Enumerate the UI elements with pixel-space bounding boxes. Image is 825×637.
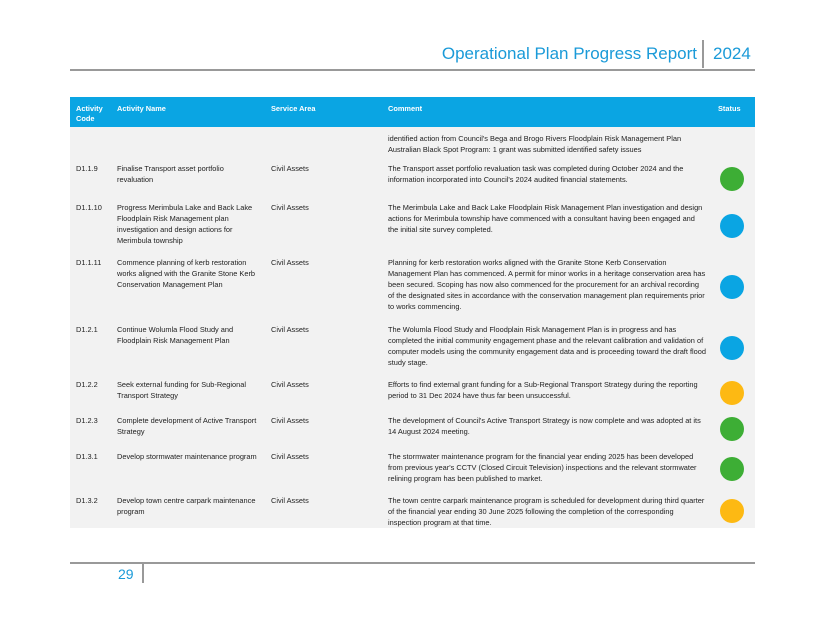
cell-area: Civil Assets	[265, 409, 382, 445]
cell-comment: Planning for kerb restoration works alig…	[382, 251, 712, 318]
cell-comment: The stormwater maintenance program for t…	[382, 445, 712, 489]
header-row: Activity Code Activity Name Service Area Co…	[70, 97, 755, 127]
cell-area: Civil Assets	[265, 445, 382, 489]
report-title: Operational Plan Progress Report	[441, 44, 697, 63]
cell-status	[712, 318, 755, 373]
cell-name: Develop town centre carpark maintenance …	[111, 489, 265, 528]
cell-status	[712, 127, 755, 157]
cell-code: D1.2.3	[70, 409, 111, 445]
cell-area: Civil Assets	[265, 373, 382, 409]
cell-code: D1.1.9	[70, 157, 111, 196]
footer-rule	[70, 562, 755, 564]
column-header: Activity Code	[70, 97, 111, 127]
table-row: D1.1.11 Commence planning of kerb restora…	[70, 251, 755, 318]
status-indicator	[720, 335, 744, 360]
table-row: D1.1.10 Progress Merimbula Lake and Back …	[70, 196, 755, 251]
cell-name: Commence planning of kerb restoration wo…	[111, 251, 265, 318]
cell-name: Complete development of Active Transport…	[111, 409, 265, 445]
progress-table: Activity Code Activity Name Service Area Co…	[70, 97, 755, 528]
cell-comment: Efforts to find external grant funding f…	[382, 373, 712, 409]
status-indicator	[720, 417, 744, 441]
cell-name: Continue Wolumla Flood Study and Floodpl…	[111, 318, 265, 373]
cell-name: Develop stormwater maintenance program	[111, 445, 265, 489]
column-header: Service Area	[265, 97, 382, 127]
report-year: 2024	[713, 44, 751, 63]
status-indicator	[720, 457, 744, 481]
table-row: identified action from Council's Bega an…	[70, 127, 755, 157]
status-indicator	[720, 498, 744, 523]
cell-comment: The town centre carpark maintenance prog…	[382, 489, 712, 528]
cell-name: Seek external funding for Sub-Regional T…	[111, 373, 265, 409]
cell-code: D1.3.1	[70, 445, 111, 489]
cell-area: Civil Assets	[265, 196, 382, 251]
cell-status	[712, 157, 755, 196]
table-row: D1.2.1 Continue Wolumla Flood Study and F…	[70, 318, 755, 373]
cell-name: Finalise Transport asset portfolio reval…	[111, 157, 265, 196]
cell-status	[712, 251, 755, 318]
status-indicator	[720, 166, 744, 191]
cell-comment: identified action from Council's Bega an…	[382, 127, 712, 157]
cell-code: D1.1.10	[70, 196, 111, 251]
status-indicator	[720, 381, 744, 405]
table-row: D1.2.3 Complete development of Active Tra…	[70, 409, 755, 445]
cell-comment: The Merimbula Lake and Back Lake Floodpl…	[382, 196, 712, 251]
cell-comment: The development of Council's Active Tran…	[382, 409, 712, 445]
cell-area: Civil Assets	[265, 489, 382, 528]
status-indicator	[720, 213, 744, 238]
cell-status	[712, 196, 755, 251]
header-rule	[70, 69, 755, 71]
cell-code	[70, 127, 111, 157]
cell-status	[712, 409, 755, 445]
cell-area: Civil Assets	[265, 251, 382, 318]
cell-code: D1.3.2	[70, 489, 111, 528]
cell-status	[712, 489, 755, 528]
divider	[702, 40, 704, 68]
column-header: Comment	[382, 97, 712, 127]
table-row: D1.3.2 Develop town centre carpark mainte…	[70, 489, 755, 528]
status-indicator	[720, 274, 744, 299]
cell-status	[712, 373, 755, 409]
cell-code: D1.2.2	[70, 373, 111, 409]
page-number: 29	[118, 566, 134, 582]
cell-code: D1.1.11	[70, 251, 111, 318]
cell-name	[111, 127, 265, 157]
column-header: Activity Name	[111, 97, 265, 127]
cell-comment: The Transport asset portfolio revaluatio…	[382, 157, 712, 196]
cell-comment: The Wolumla Flood Study and Floodplain R…	[382, 318, 712, 373]
table-row: D1.1.9 Finalise Transport asset portfolio…	[70, 157, 755, 196]
cell-area: Civil Assets	[265, 157, 382, 196]
table-row: D1.3.1 Develop stormwater maintenance pro…	[70, 445, 755, 489]
column-header: Status	[712, 97, 755, 127]
cell-area	[265, 127, 382, 157]
divider	[142, 563, 144, 583]
cell-code: D1.2.1	[70, 318, 111, 373]
table-row: D1.2.2 Seek external funding for Sub-Regi…	[70, 373, 755, 409]
cell-area: Civil Assets	[265, 318, 382, 373]
cell-status	[712, 445, 755, 489]
cell-name: Progress Merimbula Lake and Back Lake Fl…	[111, 196, 265, 251]
